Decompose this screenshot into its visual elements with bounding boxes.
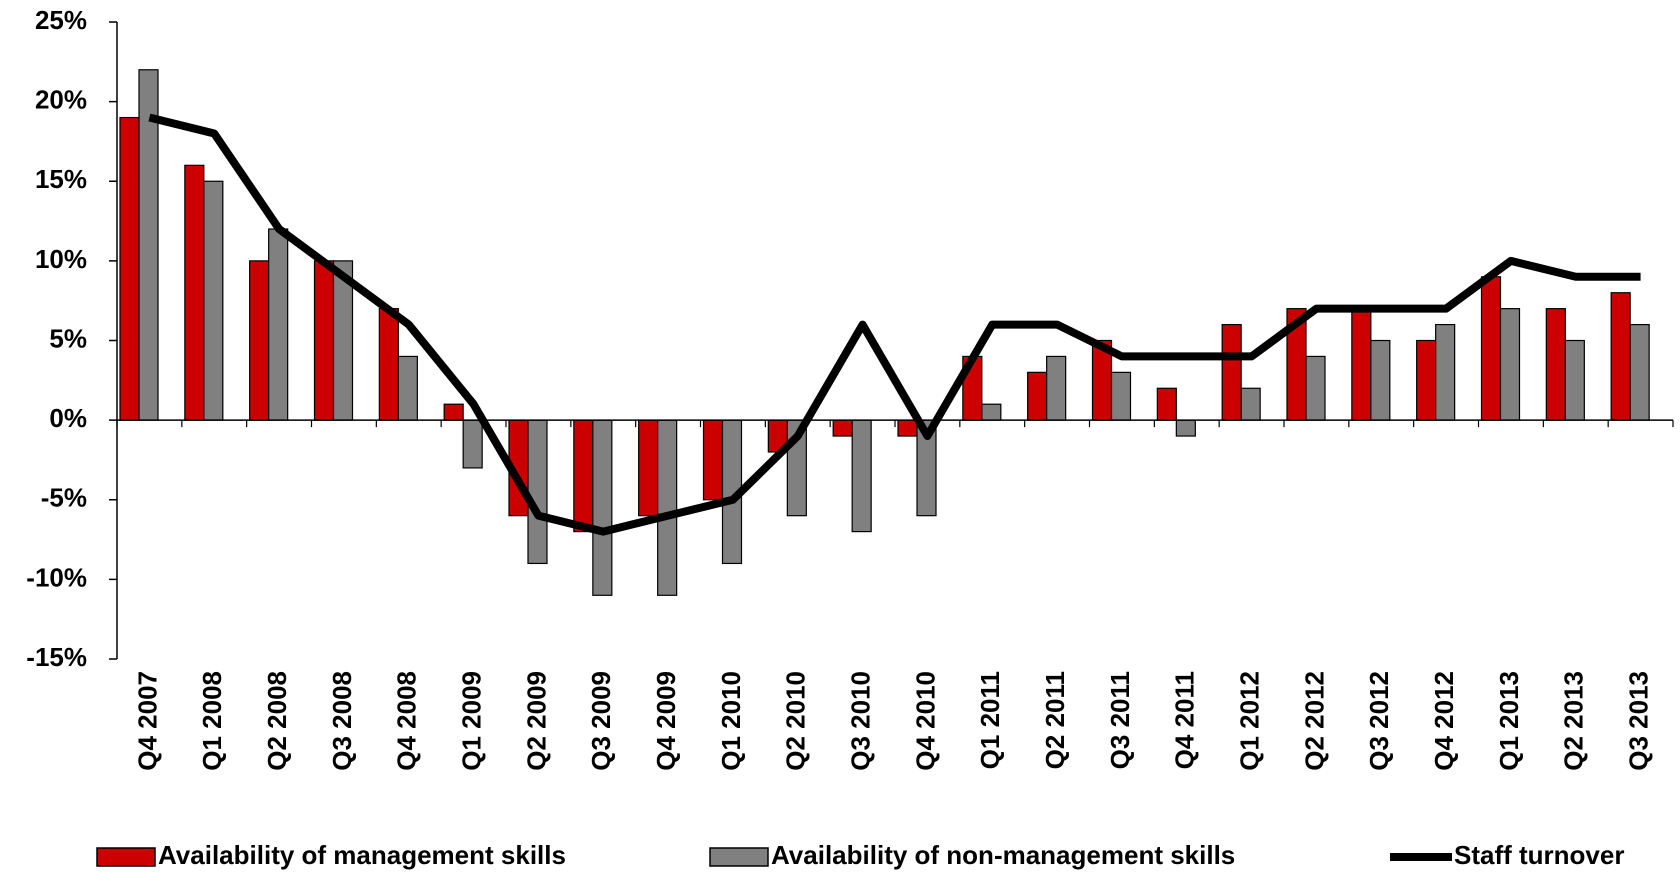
x-tick-label: Q3 2009 (586, 671, 616, 771)
x-tick-label: Q4 2012 (1429, 671, 1459, 771)
bar (1480, 276, 1502, 421)
bar (1564, 339, 1585, 421)
x-tick-label: Q4 2007 (132, 671, 162, 771)
bar (443, 403, 464, 421)
x-tick-label: Q3 2010 (845, 671, 875, 771)
bar (1370, 339, 1391, 421)
bar (378, 308, 399, 421)
bar (981, 403, 1002, 421)
x-tick-label: Q1 2013 (1494, 671, 1524, 771)
x-tick-label: Q3 2011 (1105, 671, 1135, 769)
x-tick-label: Q3 2008 (327, 671, 357, 771)
bar (268, 228, 289, 421)
x-tick-label: Q2 2011 (1040, 671, 1070, 769)
x-tick-label: Q1 2012 (1234, 671, 1264, 771)
bar (851, 419, 872, 533)
y-tick-label: 10% (35, 244, 87, 274)
bar (657, 419, 678, 596)
bar (573, 419, 594, 533)
x-tick-label: Q3 2012 (1364, 671, 1394, 771)
x-tick-label: Q1 2008 (197, 671, 227, 771)
x-tick-label: Q2 2008 (262, 671, 292, 771)
bar (1240, 387, 1261, 421)
x-tick-label: Q1 2010 (716, 671, 746, 771)
legend-label: Staff turnover (1454, 840, 1624, 870)
x-tick-label: Q4 2008 (392, 671, 422, 771)
bar (462, 419, 483, 469)
legend-swatch (709, 847, 769, 867)
bar (1629, 323, 1650, 421)
bar (184, 164, 205, 421)
x-tick-label: Q1 2009 (456, 671, 486, 771)
x-tick-label: Q4 2011 (1170, 671, 1200, 769)
bar (832, 419, 853, 437)
legend-label: Availability of management skills (158, 840, 566, 870)
bar (1545, 308, 1566, 421)
bar (702, 419, 724, 501)
bar (1046, 355, 1067, 421)
bar (1499, 308, 1521, 421)
y-tick-label: 15% (35, 164, 87, 194)
line (148, 113, 1641, 536)
bar (1435, 323, 1456, 421)
x-tick-label: Q3 2013 (1623, 671, 1653, 771)
x-tick-label: Q1 2011 (975, 671, 1005, 769)
x-tick-label: Q4 2010 (910, 671, 940, 771)
x-tick-label: Q2 2010 (781, 671, 811, 771)
bar (397, 355, 418, 421)
bar (1610, 292, 1631, 421)
x-tick-label: Q2 2012 (1299, 671, 1329, 771)
bar (249, 260, 270, 421)
bar (1221, 323, 1242, 421)
bar (203, 180, 224, 421)
bar (313, 260, 335, 421)
y-tick-label: -5% (41, 483, 87, 513)
y-tick-label: -10% (26, 562, 87, 592)
bar (119, 116, 140, 421)
bar (1351, 308, 1372, 421)
bar (1156, 387, 1177, 421)
bar (897, 419, 918, 437)
bar (527, 419, 548, 565)
legend-swatch (96, 847, 156, 867)
bar (1416, 339, 1437, 421)
bar (1027, 371, 1048, 421)
bar (592, 419, 613, 596)
y-tick-label: 0% (49, 403, 87, 433)
bar (1305, 355, 1326, 421)
y-tick-label: -15% (26, 642, 87, 672)
x-tick-label: Q4 2009 (651, 671, 681, 771)
bar (1175, 419, 1196, 437)
legend-label: Availability of non-management skills (771, 840, 1235, 870)
x-tick-label: Q2 2009 (521, 671, 551, 771)
x-tick-label: Q2 2013 (1559, 671, 1589, 771)
y-tick-label: 20% (35, 85, 87, 115)
y-tick-label: 25% (35, 5, 87, 35)
bar (638, 419, 659, 517)
bar (1110, 371, 1132, 421)
y-tick-label: 5% (49, 323, 87, 353)
